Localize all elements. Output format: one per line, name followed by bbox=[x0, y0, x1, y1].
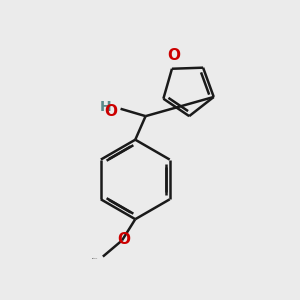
Text: O: O bbox=[117, 232, 130, 247]
Text: O: O bbox=[167, 48, 180, 63]
Text: H: H bbox=[100, 100, 112, 114]
Text: O: O bbox=[105, 103, 118, 118]
Text: methoxy: methoxy bbox=[92, 257, 98, 259]
